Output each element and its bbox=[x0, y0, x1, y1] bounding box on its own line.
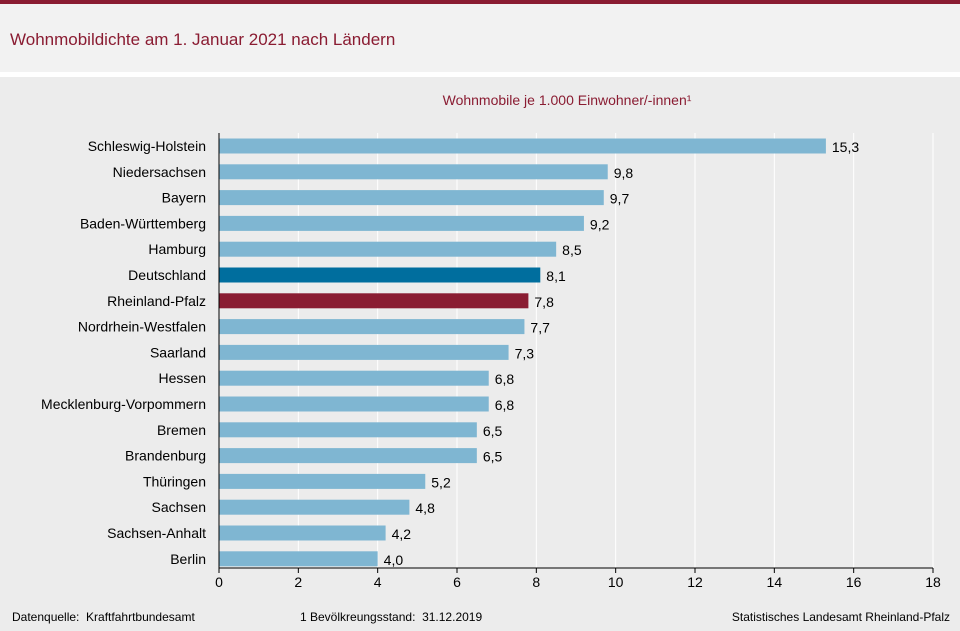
x-tick-label: 16 bbox=[846, 574, 862, 590]
footer-note: 1 Bevölkreungsstand: 31.12.2019 bbox=[300, 610, 483, 624]
value-label: 7,3 bbox=[515, 345, 535, 361]
x-tick-label: 18 bbox=[925, 574, 941, 590]
value-label: 9,2 bbox=[590, 216, 610, 232]
x-tick-label: 8 bbox=[532, 574, 540, 590]
chart-subtitle: Wohnmobile je 1.000 Einwohner/-innen¹ bbox=[443, 92, 692, 108]
page-title: Wohnmobildichte am 1. Januar 2021 nach L… bbox=[10, 30, 396, 49]
value-label: 9,8 bbox=[614, 165, 634, 181]
bar bbox=[219, 138, 826, 154]
top-accent-rule bbox=[0, 0, 960, 4]
value-label: 8,1 bbox=[546, 268, 566, 284]
x-tick-label: 12 bbox=[687, 574, 703, 590]
x-tick-label: 10 bbox=[608, 574, 624, 590]
x-tick-label: 6 bbox=[453, 574, 461, 590]
x-tick-label: 2 bbox=[294, 574, 302, 590]
footer-publisher: Statistisches Landesamt Rheinland-Pfalz bbox=[731, 610, 950, 624]
x-tick-label: 0 bbox=[215, 574, 223, 590]
category-label: Thüringen bbox=[143, 473, 206, 489]
bar bbox=[219, 525, 386, 541]
value-label: 15,3 bbox=[832, 139, 859, 155]
bar bbox=[219, 499, 410, 515]
bar bbox=[219, 396, 489, 412]
category-label: Baden-Württemberg bbox=[80, 215, 206, 231]
bar bbox=[219, 370, 489, 386]
category-label: Bremen bbox=[157, 422, 206, 438]
value-label: 7,8 bbox=[534, 294, 554, 310]
value-label: 4,2 bbox=[392, 526, 412, 542]
bar bbox=[219, 473, 426, 489]
category-label: Hamburg bbox=[148, 241, 206, 257]
bar bbox=[219, 448, 477, 464]
value-label: 6,8 bbox=[495, 397, 515, 413]
value-label: 5,2 bbox=[431, 474, 451, 490]
category-label: Saarland bbox=[150, 344, 206, 360]
bar bbox=[219, 215, 584, 231]
x-tick-label: 14 bbox=[767, 574, 783, 590]
gridlines bbox=[297, 133, 934, 568]
value-label: 6,5 bbox=[483, 423, 503, 439]
category-label: Berlin bbox=[170, 551, 206, 567]
bar bbox=[219, 293, 529, 309]
bar bbox=[219, 190, 604, 206]
x-tick-label: 4 bbox=[374, 574, 382, 590]
category-label: Brandenburg bbox=[125, 448, 206, 464]
bar bbox=[219, 241, 557, 257]
category-label: Sachsen-Anhalt bbox=[107, 525, 206, 541]
value-label: 8,5 bbox=[562, 242, 582, 258]
category-label: Rheinland-Pfalz bbox=[107, 293, 206, 309]
category-label: Hessen bbox=[159, 370, 206, 386]
value-label: 4,8 bbox=[415, 500, 435, 516]
bar bbox=[219, 319, 525, 335]
bar bbox=[219, 344, 509, 360]
category-label: Nordrhein-Westfalen bbox=[78, 319, 206, 335]
category-label: Bayern bbox=[162, 190, 206, 206]
bar bbox=[219, 551, 378, 567]
x-axis: 0 2 4 6 8 10 12 14 16 18 bbox=[215, 133, 941, 590]
value-label: 7,7 bbox=[530, 320, 550, 336]
bars: Schleswig-Holstein 15,3 Niedersachsen 9,8 Ba… bbox=[41, 138, 859, 568]
bar bbox=[219, 267, 541, 283]
category-label: Mecklenburg-Vorpommern bbox=[41, 396, 206, 412]
category-label: Niedersachsen bbox=[113, 164, 206, 180]
value-label: 6,5 bbox=[483, 449, 503, 465]
category-label: Schleswig-Holstein bbox=[88, 138, 206, 154]
bar bbox=[219, 422, 477, 438]
footer-source: Datenquelle: Kraftfahrtbundesamt bbox=[12, 610, 195, 624]
value-label: 9,7 bbox=[610, 191, 630, 207]
category-label: Deutschland bbox=[128, 267, 206, 283]
category-label: Sachsen bbox=[152, 499, 206, 515]
value-label: 4,0 bbox=[384, 552, 404, 568]
bar bbox=[219, 164, 608, 180]
value-label: 6,8 bbox=[495, 371, 515, 387]
title-band: Wohnmobildichte am 1. Januar 2021 nach L… bbox=[0, 4, 960, 77]
